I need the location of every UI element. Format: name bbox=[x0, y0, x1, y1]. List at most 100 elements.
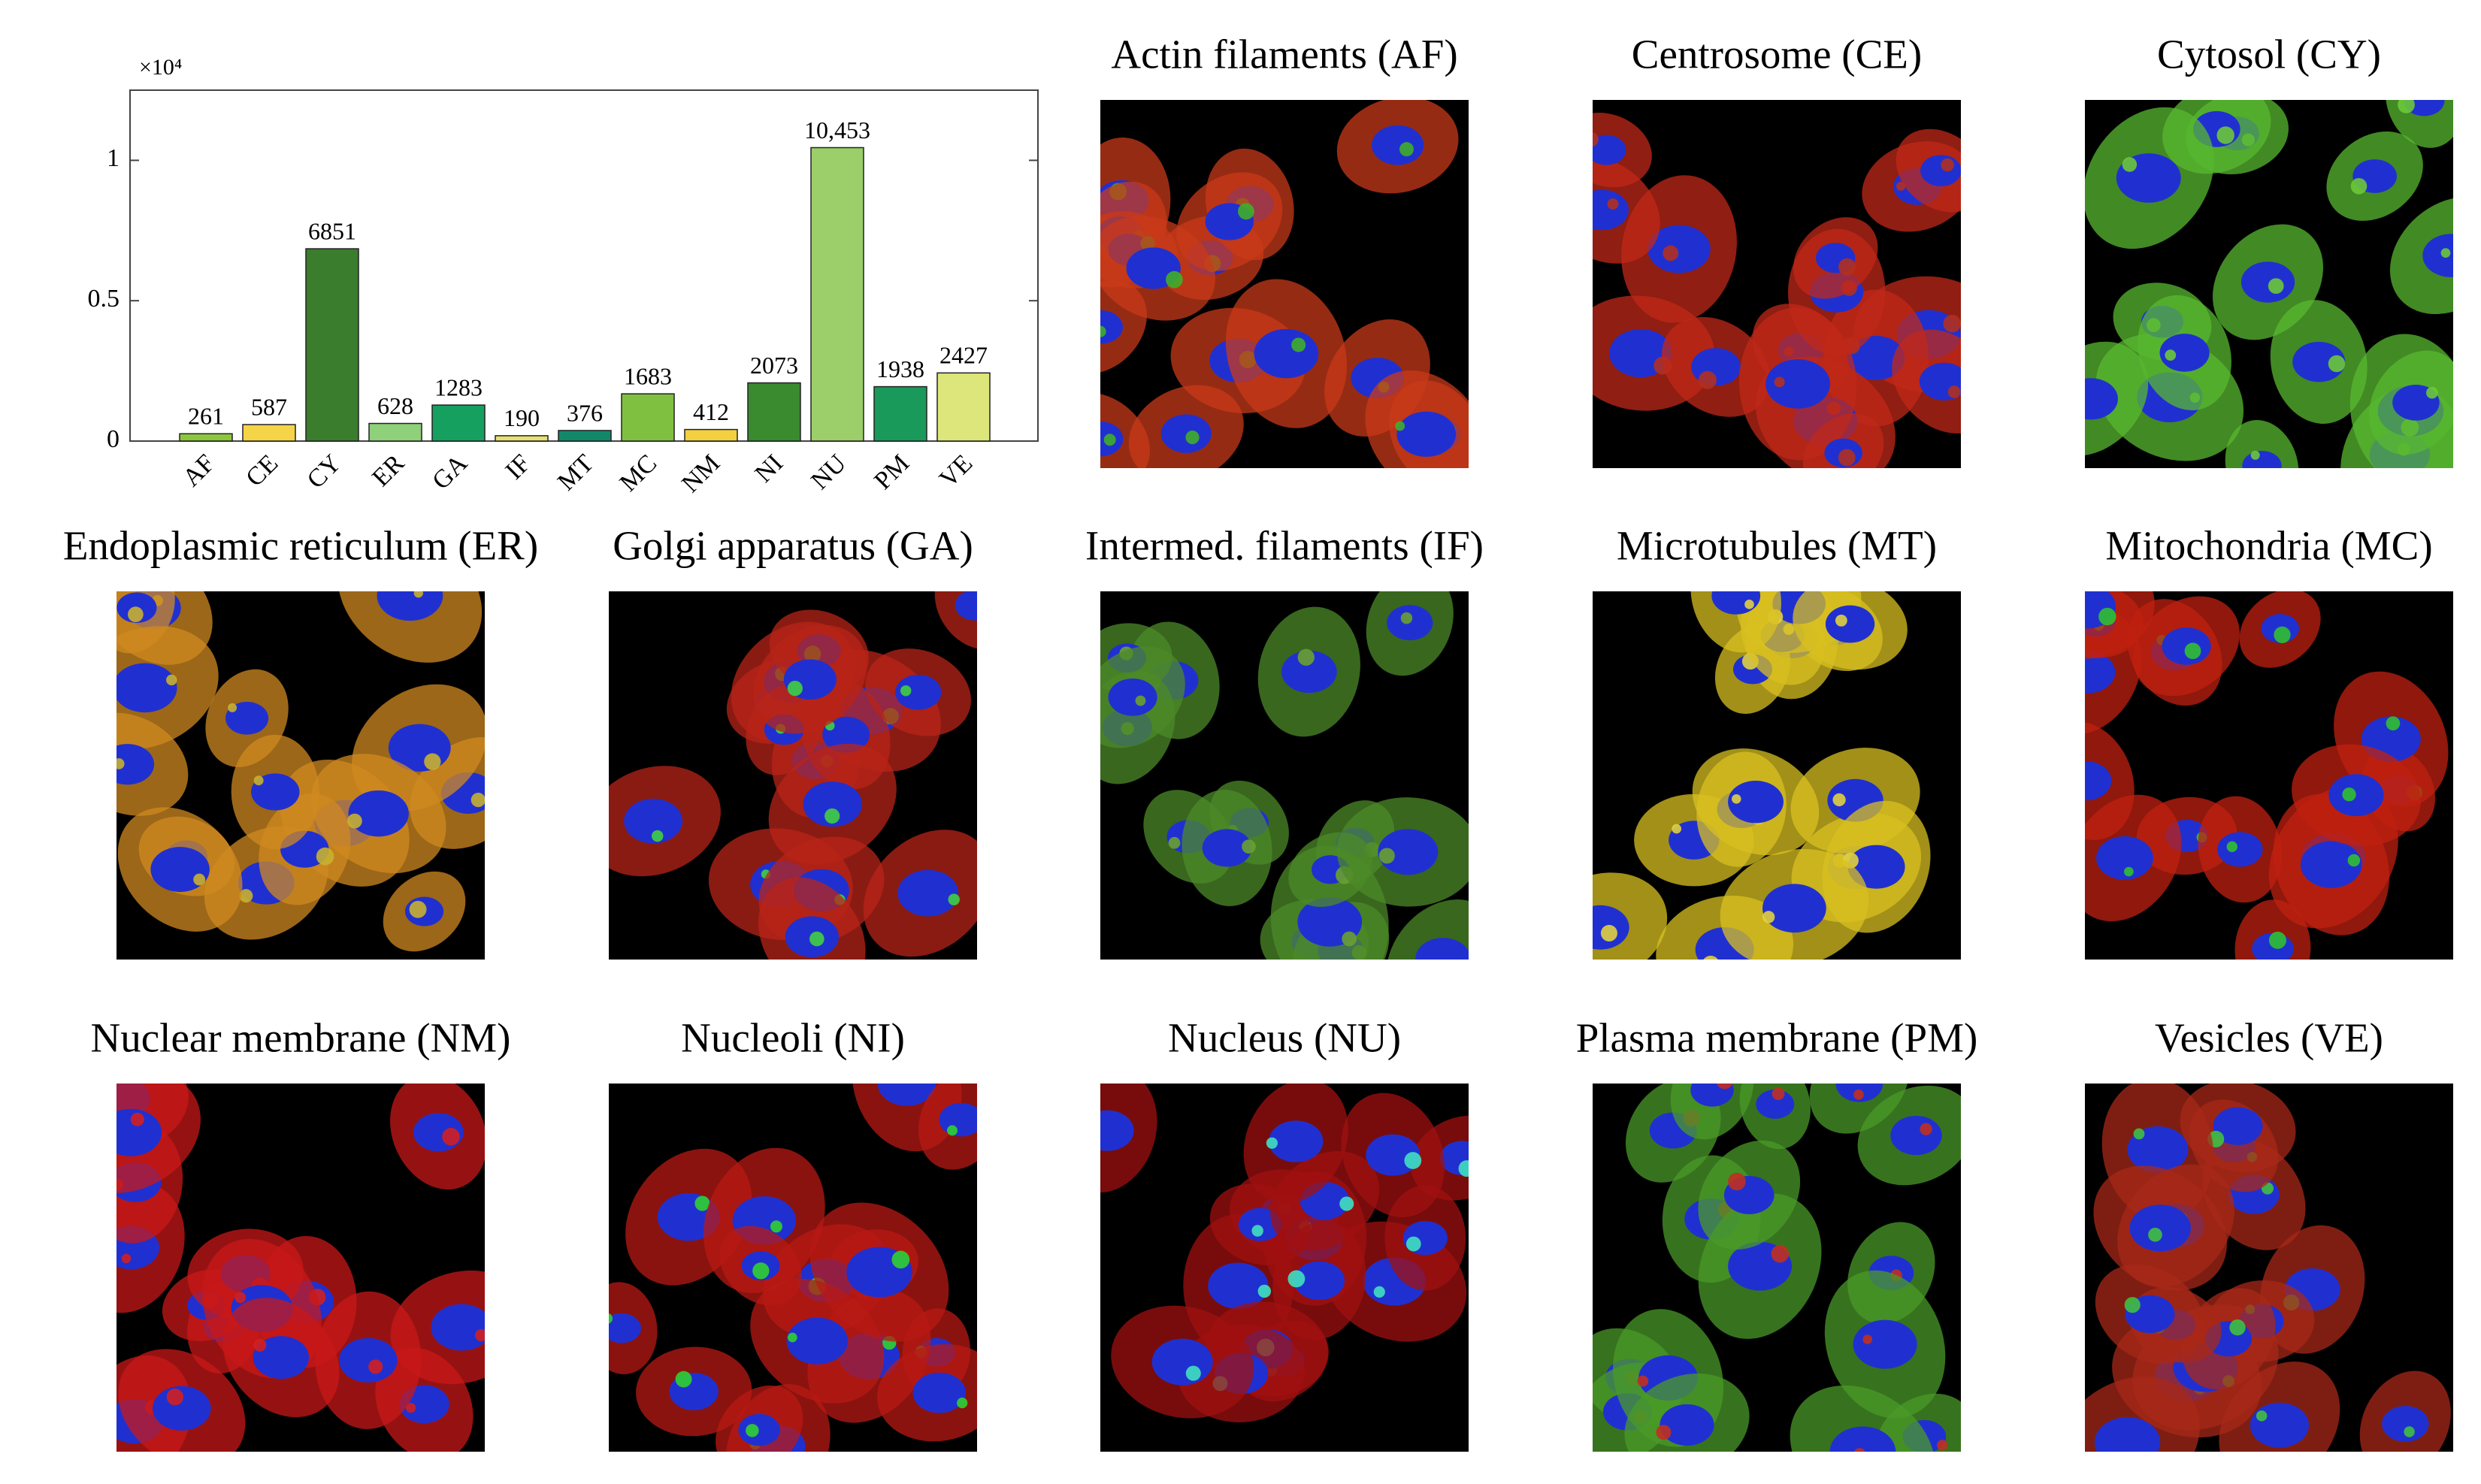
nucleus bbox=[1847, 335, 1905, 380]
spot bbox=[1717, 1084, 1733, 1090]
nucleus bbox=[348, 790, 409, 837]
bar bbox=[368, 422, 422, 442]
panel-title: Microtubules (MT) bbox=[1617, 523, 1937, 569]
cells bbox=[1593, 1084, 1961, 1452]
bar bbox=[621, 393, 675, 442]
cells bbox=[1100, 1084, 1469, 1422]
nucleus bbox=[912, 1372, 966, 1413]
value-label: 1683 bbox=[624, 362, 672, 389]
nucleus bbox=[1378, 829, 1439, 875]
spot bbox=[746, 1424, 759, 1437]
value-label: 10,453 bbox=[804, 116, 870, 144]
nucleus bbox=[377, 591, 443, 621]
spot bbox=[1920, 1123, 1932, 1135]
nucleus bbox=[2213, 1107, 2263, 1145]
nucleus bbox=[116, 744, 155, 785]
spot bbox=[651, 830, 664, 842]
spot bbox=[1637, 1375, 1649, 1387]
x-tick-label: GA bbox=[427, 449, 473, 495]
nucleus bbox=[116, 663, 177, 713]
value-label: 6851 bbox=[308, 217, 356, 244]
bar bbox=[747, 382, 801, 442]
nucleus bbox=[2129, 1204, 2191, 1252]
spot bbox=[1100, 325, 1106, 337]
nucleus bbox=[1281, 650, 1337, 694]
spot bbox=[980, 606, 996, 622]
nucleus bbox=[253, 1336, 310, 1380]
value-label: 1938 bbox=[876, 355, 924, 382]
nucleus bbox=[1728, 780, 1784, 824]
spot bbox=[2328, 355, 2346, 373]
spot bbox=[1656, 1425, 1672, 1440]
panel-title: Mitochondria (MC) bbox=[2105, 523, 2432, 569]
x-tick-label: NU bbox=[806, 449, 852, 495]
x-tick-label: NM bbox=[676, 449, 725, 498]
nucleus bbox=[1151, 1338, 1213, 1386]
cells bbox=[609, 1084, 977, 1452]
value-label: 376 bbox=[567, 399, 603, 426]
spot bbox=[1339, 1196, 1354, 1211]
nucleus bbox=[1647, 225, 1711, 274]
spot bbox=[2350, 177, 2368, 195]
spot bbox=[2165, 349, 2177, 361]
spot bbox=[1400, 612, 1413, 624]
x-tick-label: CY bbox=[302, 449, 347, 494]
spot bbox=[1838, 449, 1856, 467]
nucleus bbox=[1890, 1115, 1942, 1156]
nucleus bbox=[1202, 829, 1252, 867]
nucleus bbox=[1108, 679, 1157, 716]
nucleus bbox=[1829, 1426, 1896, 1452]
panel-image bbox=[2085, 1084, 2453, 1452]
spot bbox=[1287, 1270, 1306, 1288]
spot bbox=[1266, 1137, 1278, 1149]
value-label: 261 bbox=[188, 403, 224, 430]
cells bbox=[1593, 113, 1961, 468]
spot bbox=[2124, 866, 2134, 877]
spot bbox=[2426, 386, 2438, 399]
spot bbox=[1838, 258, 1856, 276]
value-label: 2427 bbox=[939, 342, 988, 369]
spot bbox=[2226, 841, 2237, 853]
x-tick-label: CE bbox=[241, 449, 283, 492]
spot bbox=[413, 591, 424, 598]
spot bbox=[2268, 931, 2286, 949]
spot bbox=[770, 1220, 782, 1233]
spot bbox=[2250, 450, 2260, 460]
spot bbox=[1774, 376, 1785, 388]
spot bbox=[2124, 1297, 2141, 1313]
nucleus bbox=[1765, 359, 1831, 409]
spot bbox=[1835, 614, 1847, 627]
spot bbox=[2274, 626, 2291, 644]
panel-title: Plasma membrane (PM) bbox=[1576, 1015, 1978, 1061]
spot bbox=[1399, 142, 1414, 157]
nucleus bbox=[895, 674, 942, 710]
cells bbox=[2085, 591, 2449, 960]
panel-image bbox=[609, 1084, 977, 1452]
nucleus bbox=[2422, 234, 2453, 277]
nucleus bbox=[1711, 591, 1761, 615]
spot bbox=[253, 775, 264, 786]
spot bbox=[1378, 848, 1395, 864]
spot bbox=[1103, 434, 1116, 446]
x-tick-label: MT bbox=[552, 449, 599, 496]
nucleus bbox=[1254, 328, 1319, 379]
spot bbox=[2342, 787, 2356, 802]
nucleus bbox=[2242, 450, 2282, 468]
panel-image bbox=[1593, 100, 1961, 468]
nucleus bbox=[786, 1317, 849, 1365]
spot bbox=[1771, 1087, 1785, 1100]
nucleus bbox=[1293, 1261, 1345, 1301]
x-tick-label: VE bbox=[934, 449, 978, 493]
panel-title: Intermed. filaments (IF) bbox=[1085, 523, 1484, 569]
spot bbox=[1600, 924, 1617, 941]
y-tick-label: 0.5 bbox=[88, 285, 120, 313]
spot bbox=[1185, 1365, 1201, 1381]
spot bbox=[368, 1359, 383, 1374]
spot bbox=[253, 1338, 267, 1352]
spot bbox=[2065, 386, 2080, 402]
panel-title: Nuclear membrane (NM) bbox=[91, 1015, 511, 1061]
nucleus bbox=[1269, 1120, 1324, 1162]
spot bbox=[116, 758, 125, 769]
